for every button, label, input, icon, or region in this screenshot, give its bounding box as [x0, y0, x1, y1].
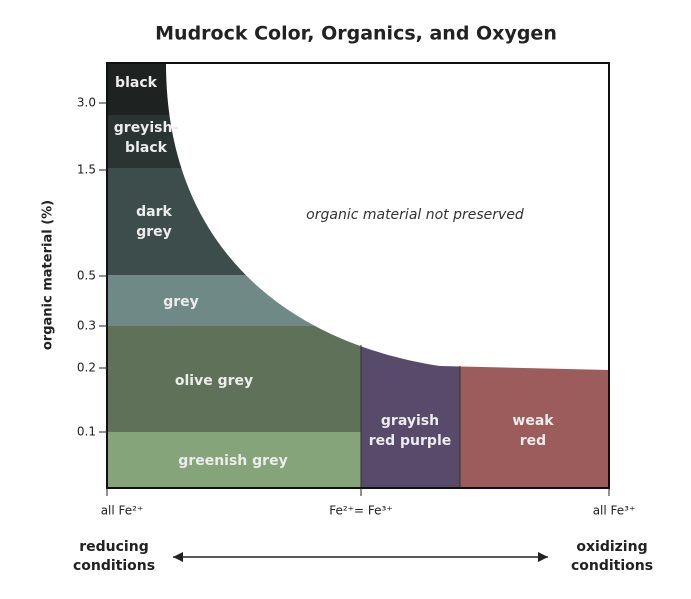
y-tick-label: 3.0: [77, 96, 96, 110]
condition-label: conditions: [571, 558, 653, 574]
title: Mudrock Color, Organics, and Oxygen: [155, 23, 557, 45]
region-label: black: [125, 140, 168, 156]
region-label: grey: [163, 294, 199, 310]
x-label: all Fe²⁺: [101, 504, 144, 518]
x-label: Fe²⁺= Fe³⁺: [329, 504, 392, 518]
y-tick-label: 0.5: [77, 269, 96, 283]
region-weak-red: [460, 355, 609, 488]
region-label: dark: [136, 204, 172, 220]
y-tick-label: 0.1: [77, 425, 96, 439]
plot: [106, 62, 610, 489]
region-label: black: [115, 75, 158, 91]
region-label: grayish: [381, 413, 439, 429]
region-olive-grey: [107, 326, 361, 432]
condition-label: oxidizing: [576, 539, 647, 555]
region-label: weak: [512, 413, 554, 429]
condition-label: conditions: [73, 558, 155, 574]
region-label: red purple: [369, 433, 452, 449]
region-label: olive grey: [175, 373, 253, 389]
y-axis-label: organic material (%): [41, 200, 56, 350]
region-greenish-grey: [107, 432, 361, 488]
region-label: greyish-: [114, 120, 179, 136]
y-tick-label: 0.2: [77, 361, 96, 375]
region-label: red: [520, 433, 546, 449]
condition-label: reducing: [79, 539, 148, 555]
region-label: grey: [136, 224, 172, 240]
region-label: greenish grey: [178, 453, 287, 469]
y-tick-label: 1.5: [77, 163, 96, 177]
region-black: [107, 63, 177, 115]
not-preserved-area: [166, 63, 609, 370]
y-tick-label: 0.3: [77, 319, 96, 333]
annotation: organic material not preserved: [306, 207, 524, 223]
x-label: all Fe³⁺: [593, 504, 636, 518]
